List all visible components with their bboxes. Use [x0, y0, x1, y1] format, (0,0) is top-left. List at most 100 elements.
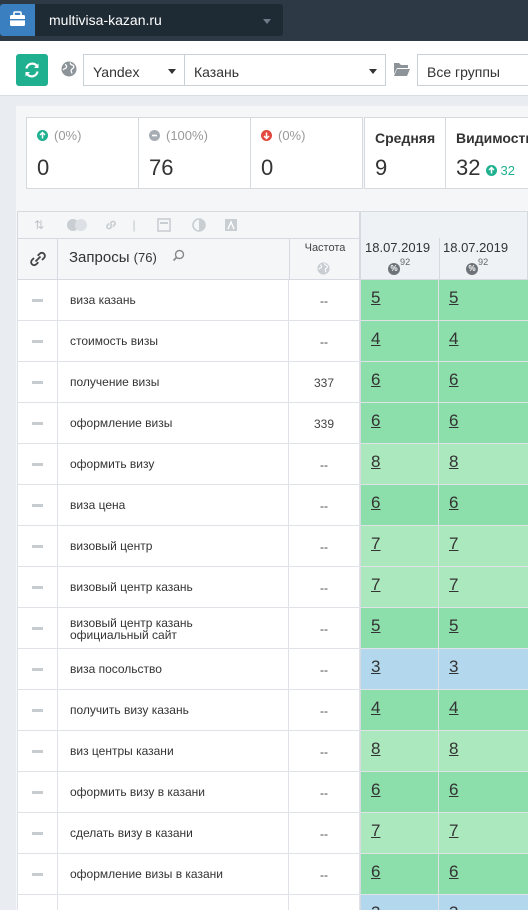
stat-average-value: 9	[375, 155, 388, 180]
position-link[interactable]: 6	[449, 780, 459, 799]
table-row[interactable]: 33	[17, 895, 528, 910]
table-row[interactable]: оформление визы в казани -- 6 6	[17, 854, 528, 895]
table-header: Запросы (76) Частота	[17, 238, 360, 280]
position-link[interactable]: 6	[371, 370, 381, 389]
position-link[interactable]: 7	[449, 821, 459, 840]
toggle-icon[interactable]	[66, 218, 88, 232]
refresh-button[interactable]	[16, 54, 48, 86]
position-link[interactable]: 4	[449, 329, 459, 348]
stat-average: Средняя 9	[364, 117, 446, 189]
briefcase-icon	[0, 4, 35, 36]
row-link-cell[interactable]	[17, 731, 58, 772]
table-row[interactable]: виза посольство -- 3 3	[17, 649, 528, 690]
minus-icon	[32, 381, 43, 384]
table-row[interactable]: стоимость визы -- 4 4	[17, 321, 528, 362]
frequency-value: --	[320, 868, 328, 882]
row-link-cell[interactable]	[17, 444, 58, 485]
position-link[interactable]: 4	[449, 698, 459, 717]
position-link[interactable]: 7	[371, 575, 381, 594]
frequency-cell: --	[289, 280, 360, 321]
group-select[interactable]: Все группы	[417, 54, 528, 86]
row-link-cell[interactable]	[17, 649, 58, 690]
position-link[interactable]: 6	[371, 411, 381, 430]
link-icon[interactable]	[104, 218, 118, 232]
position-link[interactable]: 6	[449, 370, 459, 389]
date-column-1[interactable]: 18.07.2019 %92	[361, 238, 440, 280]
row-link-cell[interactable]	[17, 526, 58, 567]
stat-up-value: 0	[37, 155, 50, 180]
position-link[interactable]: 3	[449, 657, 459, 676]
frequency-header[interactable]: Частота	[304, 242, 346, 254]
position-link[interactable]: 6	[371, 862, 381, 881]
row-link-cell[interactable]	[17, 485, 58, 526]
table-row[interactable]: оформление визы 339 6 6	[17, 403, 528, 444]
row-link-cell[interactable]	[17, 321, 58, 362]
frequency-cell	[289, 895, 360, 910]
frequency-value: 339	[313, 417, 335, 431]
position-link[interactable]: 8	[371, 739, 381, 758]
table-row[interactable]: оформить визу в казани -- 6 6	[17, 772, 528, 813]
row-link-cell[interactable]	[17, 403, 58, 444]
table-row[interactable]: визовый центр казань официальный сайт -- 5…	[17, 608, 528, 649]
font-size-icon[interactable]	[224, 218, 238, 232]
link-column-header[interactable]	[18, 239, 58, 279]
position-link[interactable]: 8	[371, 452, 381, 471]
position-link[interactable]: 5	[371, 288, 381, 307]
percent-icon: %	[466, 262, 478, 275]
position-link[interactable]: 3	[371, 657, 381, 676]
date-column-2[interactable]: 18.07.2019 %92	[440, 238, 528, 280]
row-link-cell[interactable]	[17, 854, 58, 895]
row-link-cell[interactable]	[17, 813, 58, 854]
search-icon[interactable]	[172, 249, 185, 262]
minus-icon	[32, 586, 43, 589]
table-row[interactable]: сделать визу в казани -- 7 7	[17, 813, 528, 854]
table-view-icon[interactable]	[157, 218, 171, 232]
table-row[interactable]: виза казань -- 5 5	[17, 280, 528, 321]
position-link[interactable]: 6	[371, 780, 381, 799]
position-link[interactable]: 3	[371, 903, 380, 910]
top-bar: multivisa-kazan.ru	[0, 0, 528, 41]
table-row[interactable]: получение визы 337 6 6	[17, 362, 528, 403]
position-link[interactable]: 8	[449, 452, 459, 471]
row-link-cell[interactable]	[17, 772, 58, 813]
row-link-cell[interactable]	[17, 690, 58, 731]
position-link[interactable]: 7	[449, 575, 459, 594]
row-link-cell[interactable]	[17, 362, 58, 403]
table-row[interactable]: виз центры казани -- 8 8	[17, 731, 528, 772]
position-link[interactable]: 6	[449, 411, 459, 430]
position-link[interactable]: 7	[449, 534, 459, 553]
position-link[interactable]: 5	[449, 288, 459, 307]
sort-icon[interactable]: ⇅	[33, 218, 45, 232]
region-select[interactable]: Казань	[184, 54, 386, 86]
table-row[interactable]: визовый центр казань -- 7 7	[17, 567, 528, 608]
row-link-cell[interactable]	[17, 895, 58, 910]
contrast-icon[interactable]	[192, 218, 206, 232]
position-link[interactable]: 4	[371, 329, 381, 348]
table-row[interactable]: получить визу казань -- 4 4	[17, 690, 528, 731]
position-link[interactable]: 6	[449, 862, 459, 881]
search-engine-select[interactable]: Yandex	[83, 54, 185, 86]
position-link[interactable]: 4	[371, 698, 381, 717]
position-link[interactable]: 5	[449, 616, 459, 635]
project-selector[interactable]: multivisa-kazan.ru	[0, 4, 283, 36]
table-row[interactable]: визовый центр -- 7 7	[17, 526, 528, 567]
position-link[interactable]: 6	[449, 493, 459, 512]
row-link-cell[interactable]	[17, 280, 58, 321]
position-link[interactable]: 6	[371, 493, 381, 512]
table-row[interactable]: оформить визу -- 8 8	[17, 444, 528, 485]
position-link[interactable]: 5	[371, 616, 381, 635]
position-link[interactable]: 8	[449, 739, 459, 758]
table-row[interactable]: виза цена -- 6 6	[17, 485, 528, 526]
frequency-value: 337	[313, 376, 335, 390]
position-link[interactable]: 7	[371, 821, 381, 840]
position-cell: 6	[439, 403, 528, 444]
position-cell: 8	[360, 731, 439, 772]
row-link-cell[interactable]	[17, 608, 58, 649]
position-link[interactable]: 3	[449, 903, 458, 910]
frequency-cell: --	[289, 485, 360, 526]
position-cell: 4	[360, 690, 439, 731]
row-link-cell[interactable]	[17, 567, 58, 608]
position-link[interactable]: 7	[371, 534, 381, 553]
queries-header[interactable]: Запросы (76)	[69, 249, 157, 266]
frequency-value: --	[320, 704, 328, 718]
